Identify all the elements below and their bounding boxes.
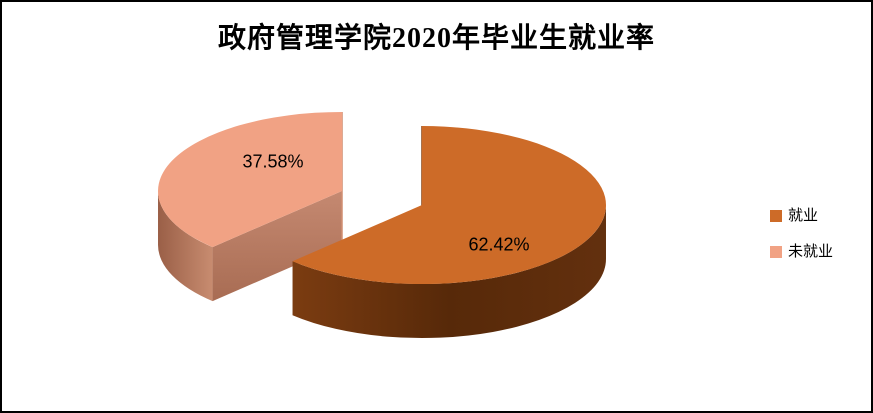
pie-slice-1-top	[158, 111, 343, 248]
legend-item-unemployed: 未就业	[770, 241, 833, 263]
data-label-unemployed: 37.58%	[242, 151, 304, 172]
pie-slice-1-rim-side	[158, 190, 213, 302]
legend-item-employed: 就业	[770, 205, 833, 227]
legend-label-employed: 就业	[788, 208, 819, 224]
pie-slice-1-cut-face-0	[212, 190, 343, 302]
legend-label-unemployed: 未就业	[788, 244, 834, 260]
legend-swatch-unemployed	[770, 246, 782, 258]
chart-title: 政府管理学院2020年毕业生就业率	[217, 23, 655, 54]
pie-slice-0-rim-side	[292, 205, 606, 339]
legend-swatch-employed	[770, 210, 782, 222]
pie-slice-0-top	[292, 126, 606, 285]
data-label-employed: 62.42%	[468, 234, 530, 255]
legend: 就业 未就业	[770, 205, 833, 263]
